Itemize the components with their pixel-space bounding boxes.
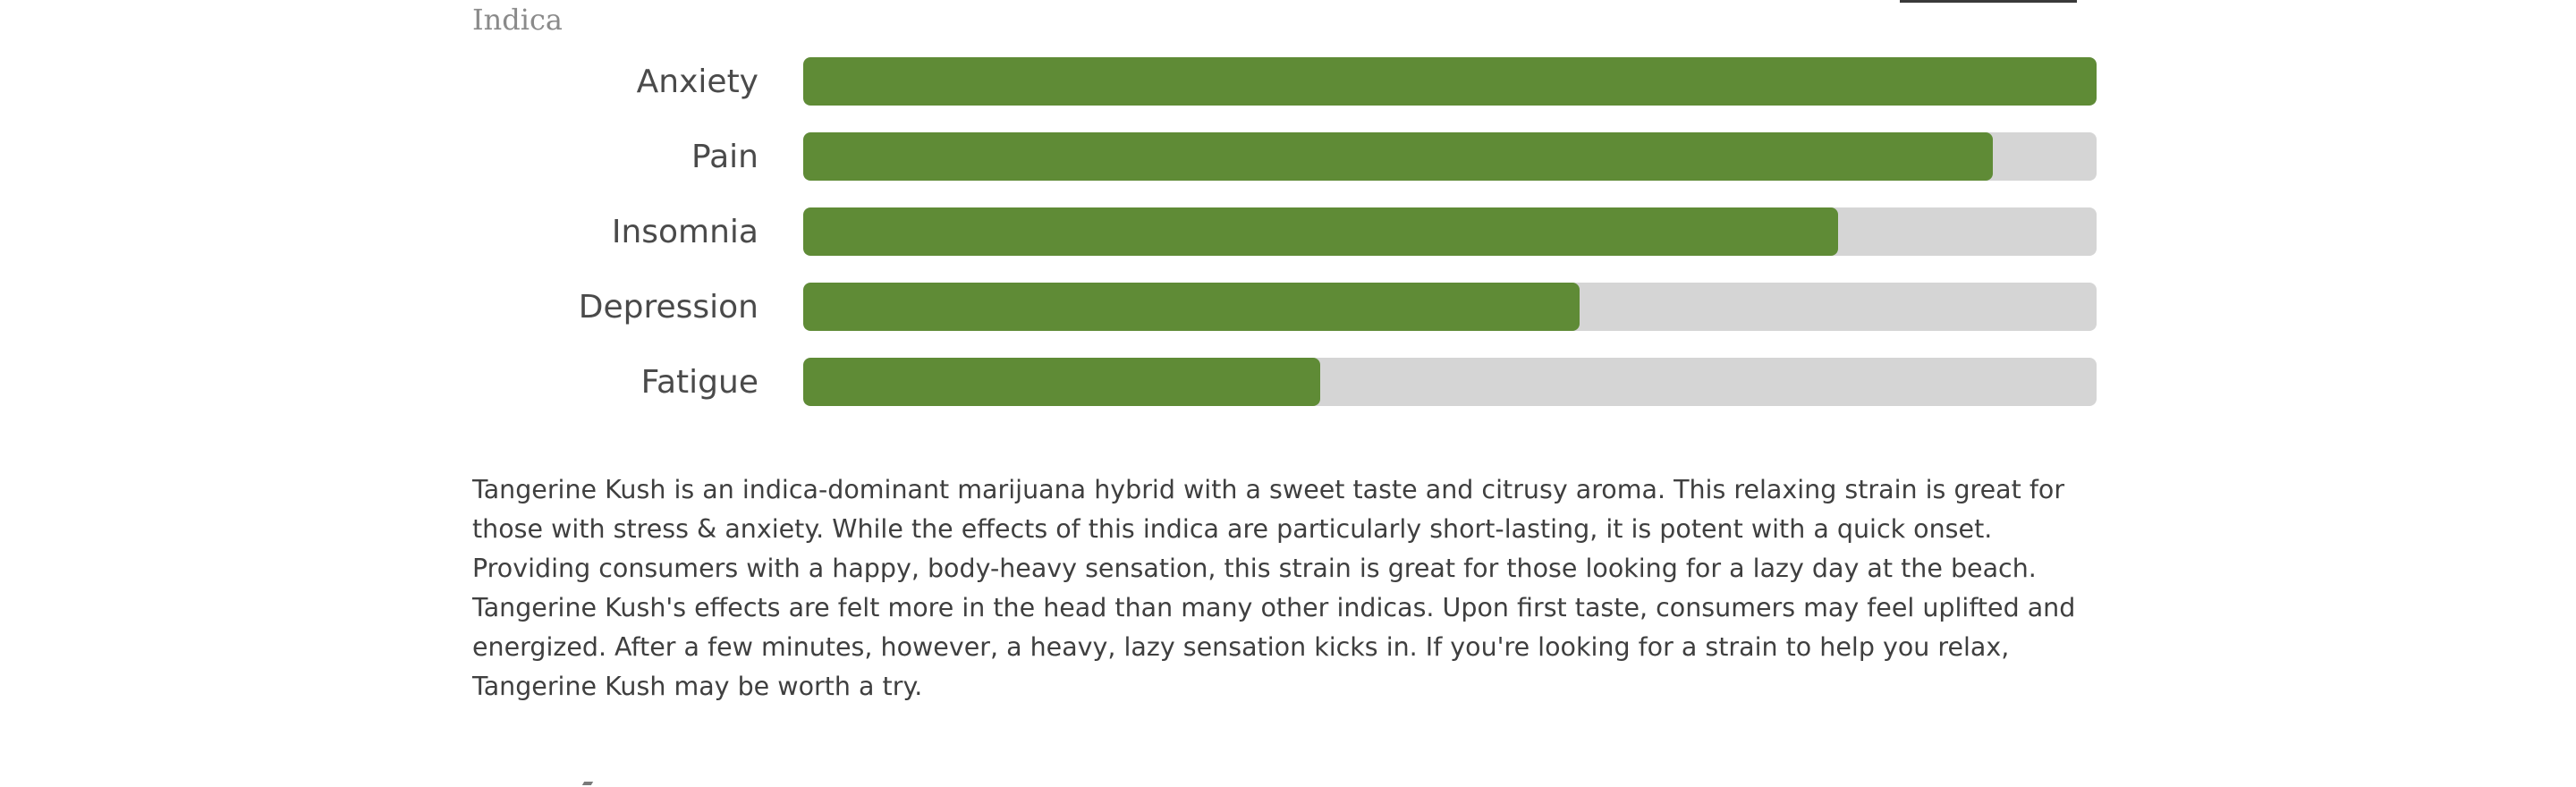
medical-effects-bars: Anxiety Pain Insomnia Depression Fatigue bbox=[472, 57, 2106, 433]
top-link-underline bbox=[1900, 0, 2077, 3]
effect-label: Pain bbox=[691, 138, 758, 175]
effect-label: Depression bbox=[578, 288, 758, 326]
effect-row-anxiety: Anxiety bbox=[472, 57, 2106, 106]
effect-bar-track bbox=[803, 283, 2097, 331]
effect-bar-fill bbox=[803, 132, 1994, 181]
effect-bar-fill bbox=[803, 283, 1580, 331]
effect-label: Fatigue bbox=[640, 363, 758, 401]
effect-row-pain: Pain bbox=[472, 132, 2106, 181]
effect-bar-track bbox=[803, 132, 2097, 181]
effect-bar-track bbox=[803, 207, 2097, 256]
effect-label: Insomnia bbox=[611, 213, 758, 250]
effect-bar-track bbox=[803, 358, 2097, 406]
bottom-decorative-mark bbox=[581, 782, 594, 785]
effect-row-insomnia: Insomnia bbox=[472, 207, 2106, 256]
effect-label: Anxiety bbox=[636, 63, 758, 100]
effect-bar-fill bbox=[803, 358, 1321, 406]
effect-row-depression: Depression bbox=[472, 283, 2106, 331]
effect-row-fatigue: Fatigue bbox=[472, 358, 2106, 406]
effect-bar-fill bbox=[803, 57, 2097, 106]
effect-bar-fill bbox=[803, 207, 1838, 256]
strain-type-label: Indica bbox=[472, 3, 563, 37]
effect-bar-track bbox=[803, 57, 2097, 106]
strain-description: Tangerine Kush is an indica-dominant mar… bbox=[472, 475, 2076, 701]
